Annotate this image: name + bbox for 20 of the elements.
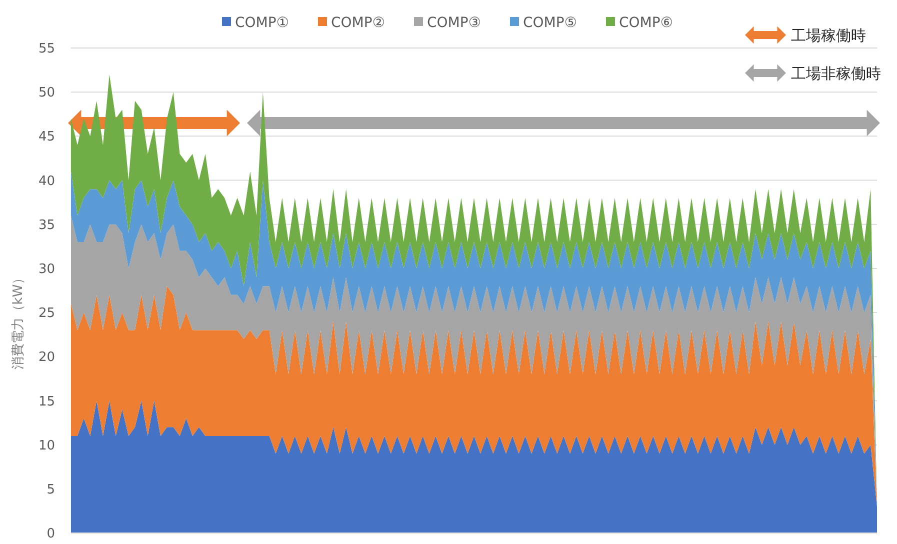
y-tick-label: 15	[38, 394, 55, 410]
legend-label: COMP①	[235, 14, 289, 31]
y-tick-label: 25	[38, 306, 55, 322]
y-tick-label: 40	[38, 174, 55, 189]
text: 工場稼働時	[791, 26, 866, 44]
y-tick-label: 0	[46, 526, 55, 542]
legend-label: COMP⑤	[523, 14, 577, 31]
y-tick-label: 10	[38, 438, 55, 454]
y-tick-label: 35	[38, 218, 55, 233]
y-tick-label: 30	[38, 262, 55, 278]
y-tick-label: 20	[38, 350, 55, 366]
y-tick-label: 50	[38, 86, 55, 101]
y-axis-title: 消費電力（kW）	[11, 271, 26, 370]
legend-label: COMP③	[427, 14, 481, 31]
y-tick-label: 45	[38, 130, 55, 145]
annotation: 工場非稼働時	[791, 64, 881, 82]
y-tick-label: 5	[46, 482, 55, 498]
legend-label: COMP②	[331, 14, 385, 31]
y-tick-label: 55	[38, 42, 55, 57]
legend-label: COMP⑥	[619, 14, 673, 31]
